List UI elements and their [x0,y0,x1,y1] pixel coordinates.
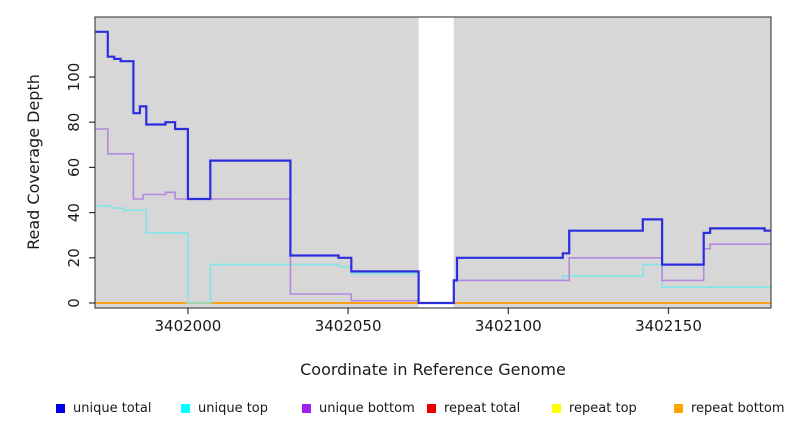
series-line-unique-top [95,205,771,304]
y-axis-title: Read Coverage Depth [24,74,43,250]
series-line-unique-total [95,30,771,305]
legend: unique total unique top unique bottom re… [0,399,792,421]
legend-item-unique-total: unique total [56,399,151,417]
x-axis-title: Coordinate in Reference Genome [300,360,566,379]
legend-label: unique total [73,400,152,416]
legend-swatch-repeat-bottom [674,403,683,413]
legend-item-repeat-bottom: repeat bottom [674,399,785,417]
y-tick-label: 40 [65,203,83,222]
x-tick-label: 3402050 [315,317,382,335]
x-tick-label: 3402150 [635,317,702,335]
legend-swatch-unique-top [181,403,190,413]
legend-swatch-unique-bottom [302,403,311,413]
legend-label: repeat bottom [691,400,785,416]
legend-item-repeat-total: repeat total [427,399,520,417]
x-tick-label: 3402000 [155,317,222,335]
legend-swatch-repeat-top [552,403,561,413]
series-line-unique-bottom [95,128,771,304]
coverage-plot: 3402000 3402050 3402100 3402150 0 20 40 60 80 100 [65,16,772,335]
legend-label: unique top [198,400,269,416]
y-tick-label: 60 [65,158,83,177]
y-tick-label: 0 [65,298,83,308]
legend-item-repeat-top: repeat top [552,399,637,417]
legend-item-unique-bottom: unique bottom [302,399,415,417]
y-tick-label: 100 [65,63,83,92]
y-tick-label: 20 [65,248,83,267]
legend-swatch-repeat-total [427,403,436,413]
legend-item-unique-top: unique top [181,399,268,417]
y-tick-label: 80 [65,113,83,132]
legend-label: unique bottom [319,400,415,416]
x-tick-label: 3402100 [475,317,542,335]
panel-border [94,16,772,309]
legend-label: repeat top [569,400,637,416]
legend-swatch-unique-total [56,403,65,413]
legend-label: repeat total [444,400,521,416]
missing-data-gap [418,17,454,308]
